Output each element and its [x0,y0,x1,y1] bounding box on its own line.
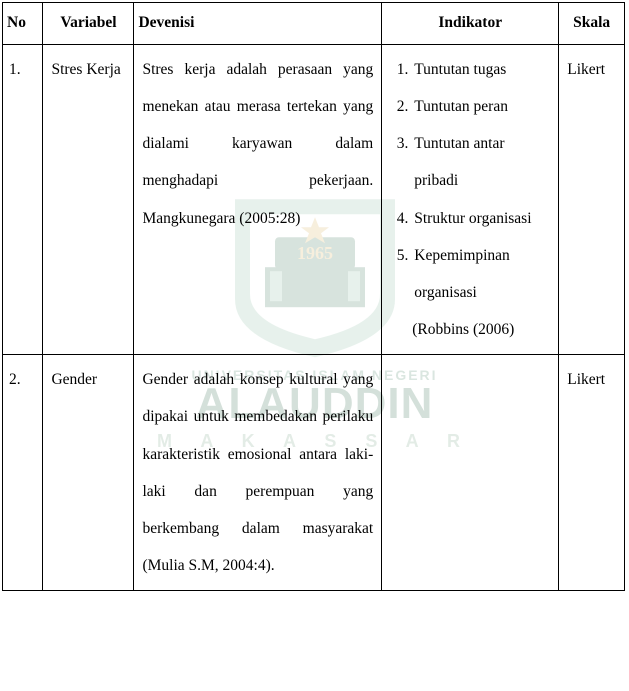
cell-no: 2. [3,355,43,591]
header-devenisi: Devenisi [134,3,382,45]
cell-devenisi: Stres kerja adalah perasaan yang menekan… [134,44,382,355]
cell-skala: Likert [559,44,625,355]
list-item: Tuntutan tugas [412,51,550,88]
table-header-row: No Variabel Devenisi Indikator Skala [3,3,625,45]
cell-skala: Likert [559,355,625,591]
cell-no: 1. [3,44,43,355]
cell-variabel: Gender [43,355,134,591]
list-item: Tuntutan antar pribadi [412,125,550,199]
list-item: Struktur organisasi [412,200,550,237]
list-item: Tuntutan peran [412,88,550,125]
table-row: 2. Gender Gender adalah konsep kultural … [3,355,625,591]
cell-indikator: Tuntutan tugas Tuntutan peran Tuntutan a… [382,44,559,355]
definition-table: No Variabel Devenisi Indikator Skala 1. … [2,2,625,591]
cell-indikator [382,355,559,591]
indikator-ref: (Robbins (2006) [390,311,550,348]
header-skala: Skala [559,3,625,45]
cell-devenisi: Gender adalah konsep kultural yang dipak… [134,355,382,591]
list-item: Kepemimpinan organisasi [412,237,550,311]
header-no: No [3,3,43,45]
header-indikator: Indikator [382,3,559,45]
header-variabel: Variabel [43,3,134,45]
cell-variabel: Stres Kerja [43,44,134,355]
indikator-list: Tuntutan tugas Tuntutan peran Tuntutan a… [390,51,550,311]
table-row: 1. Stres Kerja Stres kerja adalah perasa… [3,44,625,355]
